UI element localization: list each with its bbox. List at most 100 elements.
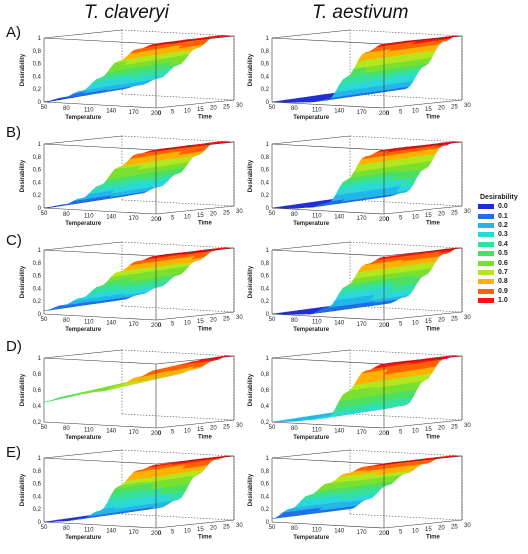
legend-swatch <box>478 298 494 304</box>
x-tick-label: 110 <box>312 319 322 325</box>
x-tick-label: 200 <box>379 531 390 537</box>
x-tick-label: 170 <box>357 530 368 536</box>
z-tick-label: 1 <box>38 248 42 254</box>
z-tick-label: 0 <box>38 206 42 212</box>
y-tick-label: 25 <box>451 104 458 110</box>
x-tick-label: 200 <box>151 111 162 117</box>
z-tick-label: 0,8 <box>261 372 270 378</box>
z-axis-title: Desirability <box>20 265 26 298</box>
y-tick-label: 30 <box>236 523 243 529</box>
y-tick-label: 30 <box>464 523 471 529</box>
legend-item: 0.8 <box>478 277 528 286</box>
x-tick-label: 200 <box>151 323 162 329</box>
y-tick-label: 5 <box>171 110 175 116</box>
legend-item: 0.1 <box>478 211 528 220</box>
x-tick-label: 140 <box>334 321 345 327</box>
y-tick-label: 10 <box>412 428 419 434</box>
x-tick-label: 170 <box>357 110 368 116</box>
box-edge <box>349 413 463 421</box>
time-axis <box>155 99 235 109</box>
box-edge <box>43 349 123 359</box>
z-tick-label: 1 <box>266 356 270 362</box>
y-tick-label: 5 <box>171 322 175 328</box>
row-label-b: B) <box>6 124 21 141</box>
front-edges <box>43 241 235 321</box>
z-tick-label: 0,8 <box>33 155 42 161</box>
plot-box <box>121 241 235 313</box>
z-tick-label: 0,6 <box>261 168 270 174</box>
x-tick-label: 200 <box>151 431 162 437</box>
x-tick-label: 50 <box>269 211 276 217</box>
y-tick-label: 15 <box>197 319 204 325</box>
y-tick-label: 0 <box>386 531 390 537</box>
y-axis-title: Time <box>198 115 213 121</box>
temperature-axis <box>271 207 385 215</box>
y-tick-label: 30 <box>236 315 243 321</box>
front-edges <box>43 135 235 215</box>
z-tick-label: 0,6 <box>261 388 270 394</box>
plot-box <box>349 449 463 521</box>
y-tick-label: 0 <box>386 111 390 117</box>
x-tick-label: 50 <box>41 211 48 217</box>
y-tick-label: 5 <box>171 530 175 536</box>
y-axis-title: Time <box>426 221 441 227</box>
y-axis-title: Time <box>426 115 441 121</box>
z-tick-label: 0,4 <box>261 286 270 292</box>
surface <box>43 455 235 523</box>
x-tick-label: 140 <box>106 215 117 221</box>
box-edge <box>43 143 157 151</box>
time-axis <box>155 311 235 321</box>
z-axis-title: Desirability <box>20 473 26 506</box>
box-edge <box>121 135 235 143</box>
z-tick-label: 0,4 <box>261 74 270 80</box>
box-edge <box>349 305 463 313</box>
box-edge <box>121 199 235 207</box>
y-tick-label: 15 <box>425 427 432 433</box>
z-tick-label: 1 <box>38 456 42 462</box>
y-tick-label: 25 <box>451 424 458 430</box>
y-tick-label: 10 <box>184 528 191 534</box>
temperature-axis <box>43 421 157 429</box>
box-edge <box>43 135 123 145</box>
y-tick-label: 20 <box>438 426 445 432</box>
box-edge <box>155 355 235 365</box>
surface <box>43 247 235 311</box>
legend-label: 0.1 <box>498 212 508 220</box>
box-edge <box>121 305 235 313</box>
x-tick-label: 50 <box>269 317 276 323</box>
z-tick-label: 0,2 <box>33 420 42 426</box>
y-tick-label: 25 <box>451 524 458 530</box>
y-tick-label: 20 <box>438 318 445 324</box>
y-tick-label: 15 <box>197 213 204 219</box>
z-tick-label: 0,8 <box>33 372 42 378</box>
z-tick-label: 0,2 <box>261 299 270 305</box>
box-edge <box>43 449 123 459</box>
y-tick-label: 15 <box>197 527 204 533</box>
x-tick-label: 200 <box>151 531 162 537</box>
y-tick-label: 10 <box>184 214 191 220</box>
y-tick-label: 10 <box>184 428 191 434</box>
z-tick-label: 1 <box>266 36 270 42</box>
x-tick-label: 140 <box>334 215 345 221</box>
temperature-axis <box>43 101 157 109</box>
y-tick-label: 0 <box>386 217 390 223</box>
legend-swatch <box>478 241 494 247</box>
legend-item: 0.0 <box>478 202 528 211</box>
x-tick-label: 200 <box>151 217 162 223</box>
x-tick-label: 200 <box>379 111 390 117</box>
temperature-axis <box>271 421 385 429</box>
legend-swatch <box>478 260 494 266</box>
time-axis <box>383 311 463 321</box>
time-axis <box>155 419 235 429</box>
box-edge <box>383 141 463 151</box>
box-edge <box>121 513 235 521</box>
z-tick-label: 0,4 <box>33 494 42 500</box>
y-tick-label: 5 <box>399 322 403 328</box>
box-edge <box>43 241 123 251</box>
x-tick-label: 140 <box>334 429 345 435</box>
y-tick-label: 15 <box>197 107 204 113</box>
